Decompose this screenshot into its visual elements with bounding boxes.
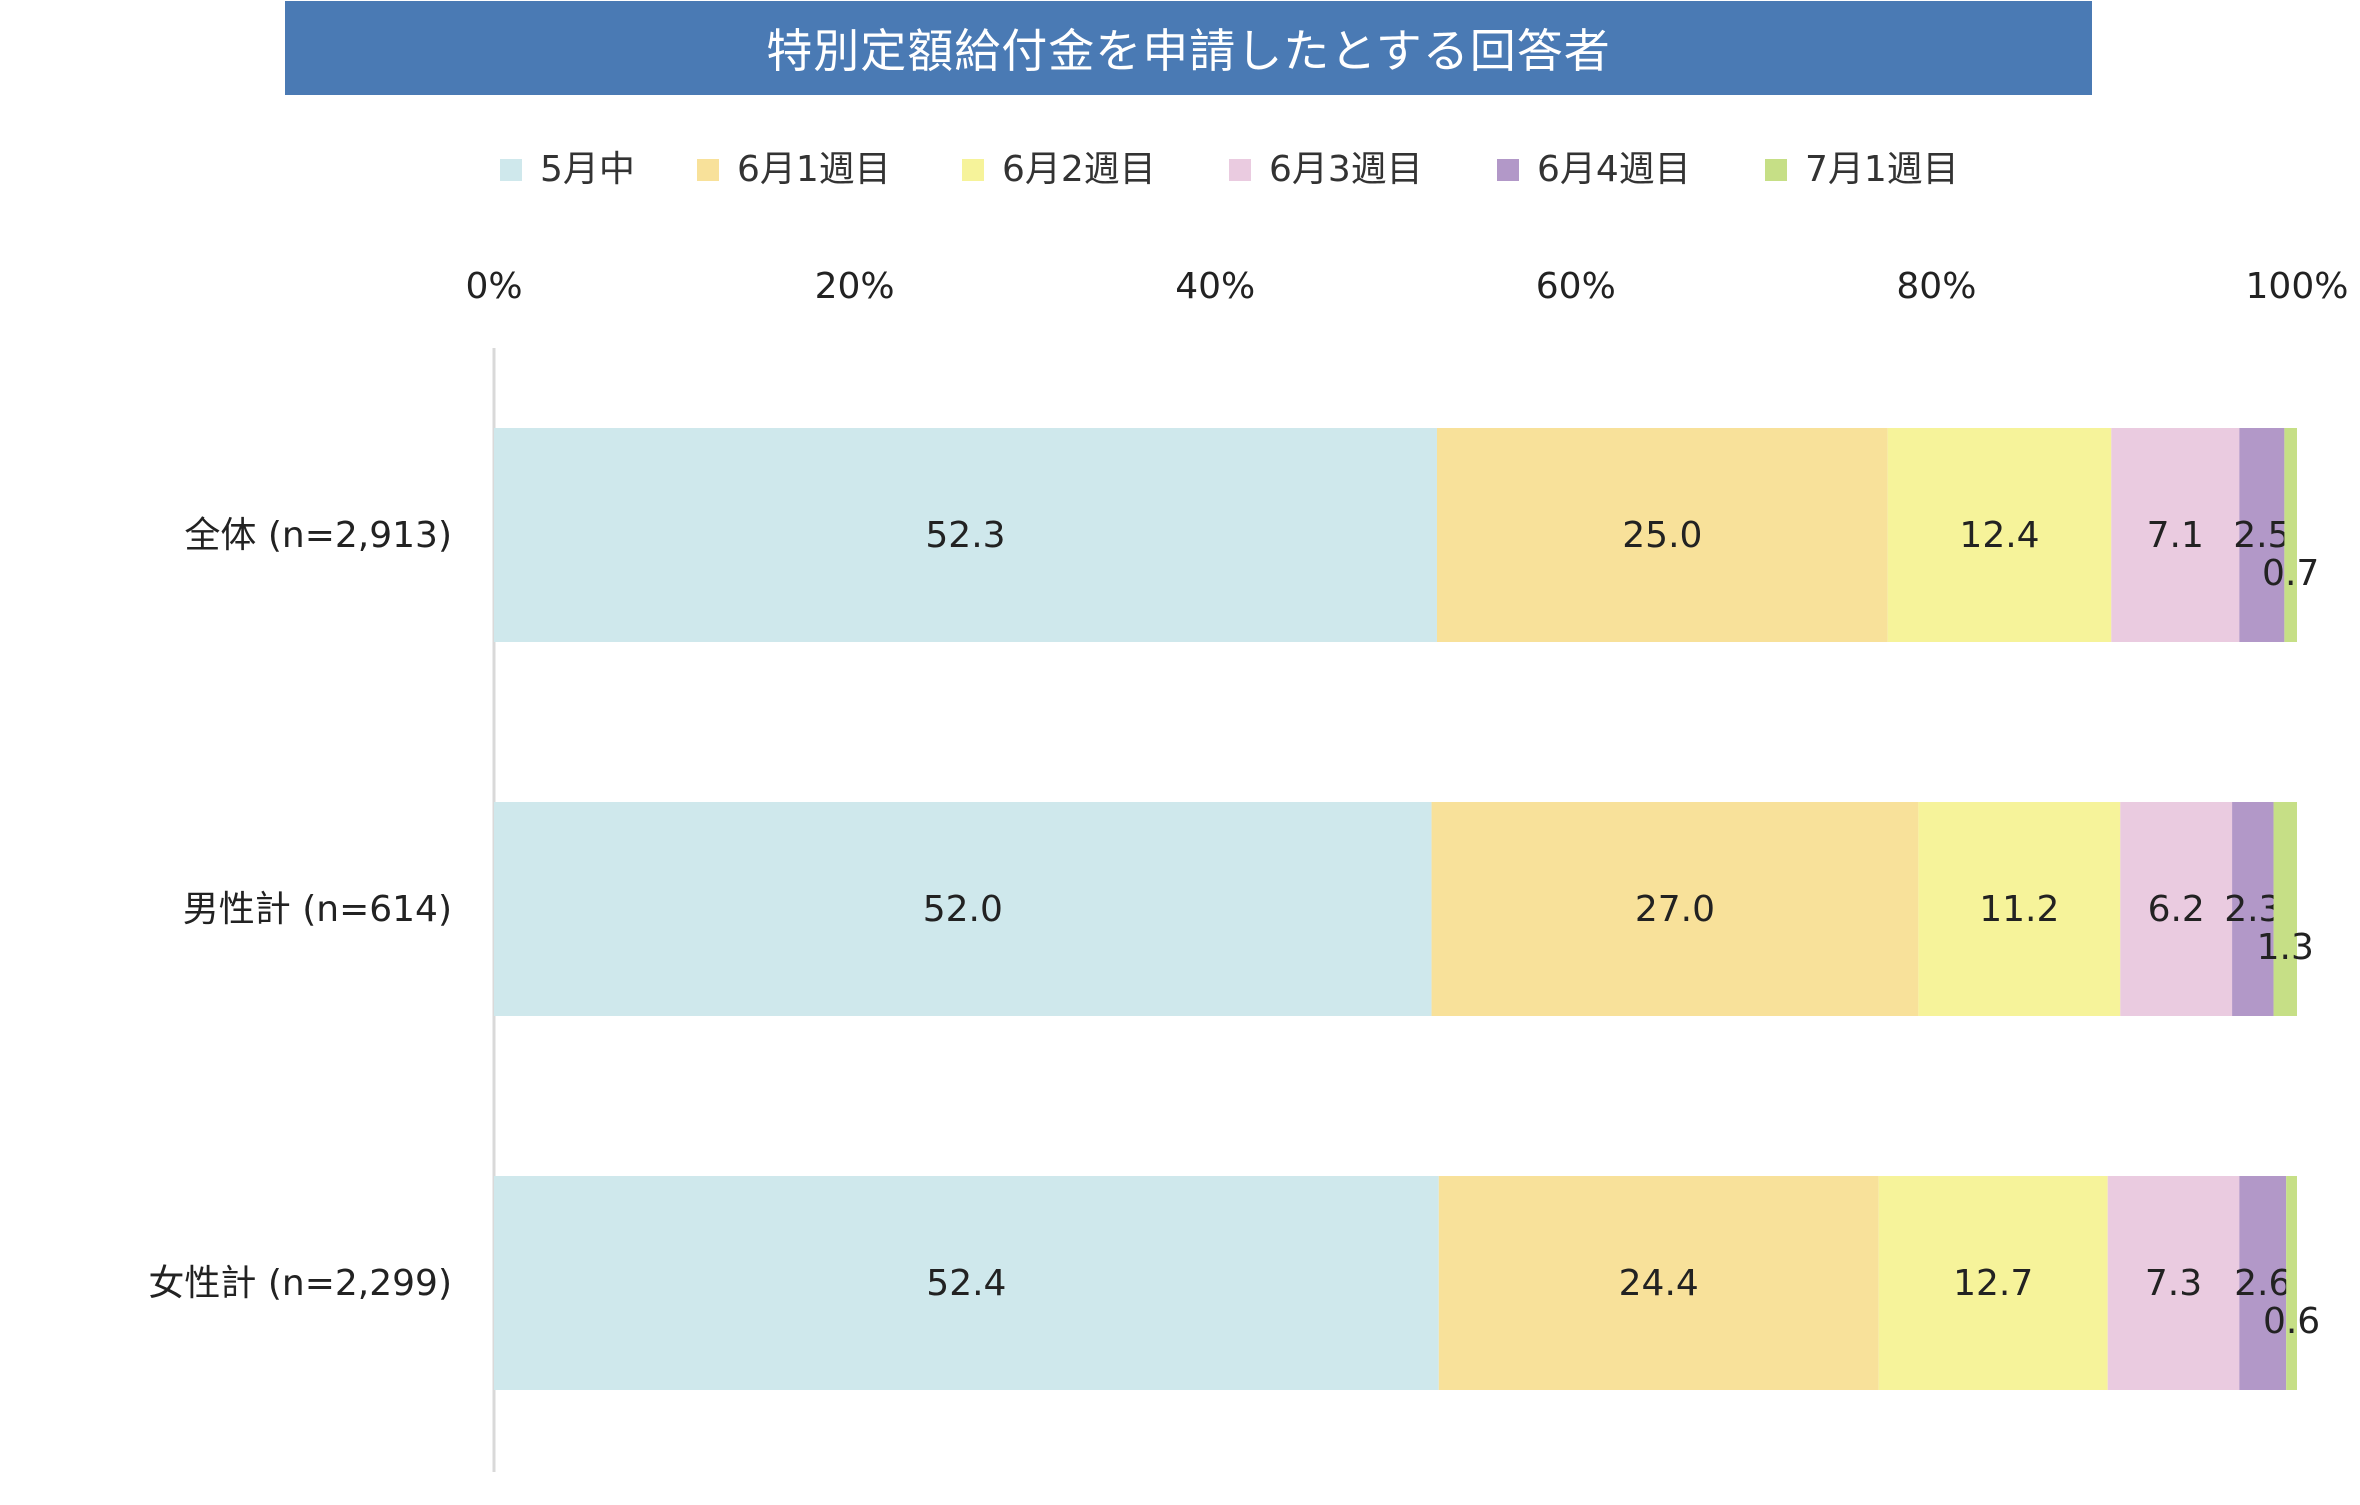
data-label: 2.3 bbox=[2224, 889, 2281, 930]
bar-segment bbox=[2239, 1176, 2287, 1390]
data-label: 52.0 bbox=[923, 889, 1003, 930]
bar-segment bbox=[494, 802, 1432, 1016]
bar-segment bbox=[2239, 428, 2285, 642]
bar-segment bbox=[2120, 802, 2233, 1016]
legend-item: 7月1週目 bbox=[1765, 136, 1959, 196]
data-label: 12.4 bbox=[1959, 515, 2039, 556]
data-label: 0.6 bbox=[2263, 1301, 2320, 1342]
category-label: 男性計 (n=614) bbox=[183, 889, 452, 930]
bar-segment bbox=[2111, 428, 2240, 642]
bar-segment bbox=[2232, 802, 2274, 1016]
legend-swatch bbox=[1765, 159, 1787, 181]
data-label: 52.3 bbox=[925, 515, 1005, 556]
x-tick-label: 80% bbox=[1896, 266, 1976, 307]
x-tick-label: 60% bbox=[1536, 266, 1616, 307]
data-label: 6.2 bbox=[2148, 889, 2205, 930]
legend-item: 6月1週目 bbox=[697, 136, 891, 196]
legend-item: 6月2週目 bbox=[962, 136, 1156, 196]
bar-segment bbox=[1438, 1176, 1879, 1390]
legend-swatch bbox=[1497, 159, 1519, 181]
bar-segment bbox=[494, 428, 1437, 642]
data-label: 2.5 bbox=[2233, 515, 2290, 556]
data-label: 27.0 bbox=[1635, 889, 1715, 930]
legend-label: 6月3週目 bbox=[1269, 149, 1423, 190]
data-label: 2.6 bbox=[2234, 1263, 2291, 1304]
data-label: 24.4 bbox=[1619, 1263, 1699, 1304]
x-tick-label: 40% bbox=[1175, 266, 1255, 307]
data-label: 1.3 bbox=[2257, 927, 2314, 968]
legend-label: 6月1週目 bbox=[737, 149, 891, 190]
data-label: 12.7 bbox=[1953, 1263, 2033, 1304]
bar-segment bbox=[2273, 802, 2297, 1016]
legend-label: 6月2週目 bbox=[1002, 149, 1156, 190]
data-label: 7.1 bbox=[2147, 515, 2204, 556]
data-label: 7.3 bbox=[2145, 1263, 2202, 1304]
legend-swatch bbox=[500, 159, 522, 181]
legend: 5月中 6月1週目 6月2週目 6月3週目 6月4週目 7月1週目 bbox=[0, 136, 2360, 196]
bar-segment bbox=[1878, 1176, 2108, 1390]
bar-segment bbox=[494, 1176, 1439, 1390]
legend-item: 6月4週目 bbox=[1497, 136, 1691, 196]
chart-title: 特別定額給付金を申請したとする回答者 bbox=[766, 24, 1611, 78]
legend-swatch bbox=[697, 159, 719, 181]
x-tick-label: 20% bbox=[815, 266, 895, 307]
bar-segment bbox=[1431, 802, 1919, 1016]
legend-label: 5月中 bbox=[540, 149, 635, 190]
legend-item: 6月3週目 bbox=[1229, 136, 1423, 196]
data-label: 52.4 bbox=[926, 1263, 1006, 1304]
category-label: 女性計 (n=2,299) bbox=[148, 1263, 452, 1304]
chart-title-bar: 特別定額給付金を申請したとする回答者 bbox=[285, 1, 2092, 95]
category-label: 全体 (n=2,913) bbox=[184, 515, 452, 556]
data-label: 0.7 bbox=[2262, 553, 2319, 594]
bar-segment bbox=[2107, 1176, 2240, 1390]
data-label: 25.0 bbox=[1622, 515, 1702, 556]
x-tick-label: 0% bbox=[465, 266, 522, 307]
bar-segment bbox=[1887, 428, 2112, 642]
legend-label: 6月4週目 bbox=[1537, 149, 1691, 190]
x-tick-label: 100% bbox=[2246, 266, 2349, 307]
legend-item: 5月中 bbox=[500, 136, 635, 196]
legend-swatch bbox=[962, 159, 984, 181]
bar-segment bbox=[1918, 802, 2121, 1016]
legend-label: 7月1週目 bbox=[1805, 149, 1959, 190]
legend-swatch bbox=[1229, 159, 1251, 181]
bar-segment bbox=[2286, 1176, 2297, 1390]
data-label: 11.2 bbox=[1979, 889, 2059, 930]
bar-segment bbox=[2284, 428, 2297, 642]
bar-segment bbox=[1436, 428, 1888, 642]
